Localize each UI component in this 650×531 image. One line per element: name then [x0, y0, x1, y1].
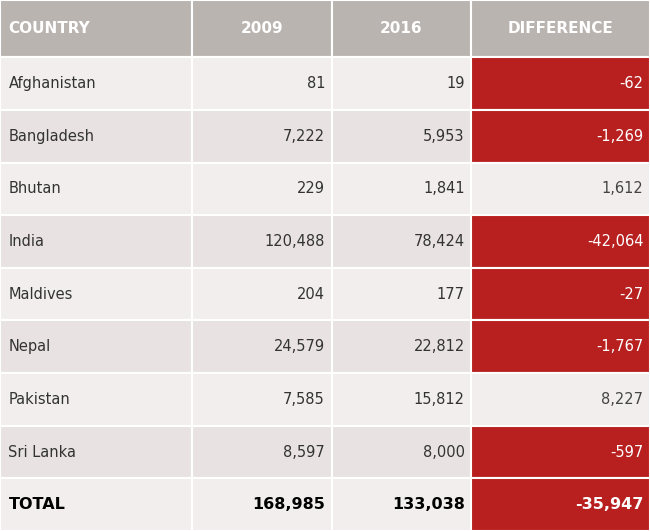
Text: COUNTRY: COUNTRY: [8, 21, 90, 36]
Text: 78,424: 78,424: [413, 234, 465, 249]
Bar: [192, 57, 332, 110]
Bar: [192, 110, 332, 162]
Text: -597: -597: [610, 444, 643, 459]
Text: 7,222: 7,222: [283, 129, 325, 144]
Bar: [471, 57, 650, 110]
Bar: [192, 215, 332, 268]
Bar: [192, 373, 332, 426]
Text: -27: -27: [619, 287, 644, 302]
Text: Bangladesh: Bangladesh: [8, 129, 94, 144]
Bar: [192, 478, 332, 531]
Bar: [471, 373, 650, 426]
Text: Pakistan: Pakistan: [8, 392, 70, 407]
Bar: [332, 215, 471, 268]
Bar: [0, 57, 192, 110]
Bar: [471, 110, 650, 162]
Bar: [192, 0, 332, 57]
Text: 8,227: 8,227: [601, 392, 644, 407]
Text: 120,488: 120,488: [265, 234, 325, 249]
Bar: [332, 57, 471, 110]
Text: 229: 229: [297, 182, 325, 196]
Text: Maldives: Maldives: [8, 287, 73, 302]
Bar: [192, 321, 332, 373]
Bar: [471, 478, 650, 531]
Text: -1,269: -1,269: [597, 129, 644, 144]
Text: -62: -62: [619, 76, 644, 91]
Bar: [192, 268, 332, 321]
Text: Sri Lanka: Sri Lanka: [8, 444, 77, 459]
Bar: [332, 110, 471, 162]
Text: 8,000: 8,000: [422, 444, 465, 459]
Text: DIFFERENCE: DIFFERENCE: [508, 21, 614, 36]
Bar: [332, 0, 471, 57]
Text: 5,953: 5,953: [423, 129, 465, 144]
Text: TOTAL: TOTAL: [8, 497, 65, 512]
Bar: [0, 478, 192, 531]
Text: 19: 19: [447, 76, 465, 91]
Bar: [192, 162, 332, 215]
Bar: [471, 268, 650, 321]
Bar: [471, 215, 650, 268]
Text: Afghanistan: Afghanistan: [8, 76, 96, 91]
Text: 15,812: 15,812: [414, 392, 465, 407]
Bar: [0, 373, 192, 426]
Bar: [332, 478, 471, 531]
Bar: [332, 426, 471, 478]
Bar: [0, 110, 192, 162]
Bar: [471, 321, 650, 373]
Text: 177: 177: [437, 287, 465, 302]
Text: Nepal: Nepal: [8, 339, 51, 354]
Bar: [332, 373, 471, 426]
Bar: [0, 215, 192, 268]
Text: 7,585: 7,585: [283, 392, 325, 407]
Bar: [0, 162, 192, 215]
Bar: [0, 268, 192, 321]
Bar: [0, 426, 192, 478]
Bar: [0, 0, 192, 57]
Text: 81: 81: [307, 76, 325, 91]
Text: -42,064: -42,064: [587, 234, 644, 249]
Bar: [332, 321, 471, 373]
Bar: [0, 321, 192, 373]
Text: 133,038: 133,038: [392, 497, 465, 512]
Bar: [471, 0, 650, 57]
Text: -1,767: -1,767: [596, 339, 644, 354]
Bar: [471, 162, 650, 215]
Text: 1,841: 1,841: [423, 182, 465, 196]
Text: 24,579: 24,579: [274, 339, 325, 354]
Text: 204: 204: [297, 287, 325, 302]
Bar: [332, 162, 471, 215]
Bar: [192, 426, 332, 478]
Text: 8,597: 8,597: [283, 444, 325, 459]
Text: 2009: 2009: [240, 21, 283, 36]
Text: India: India: [8, 234, 44, 249]
Text: Bhutan: Bhutan: [8, 182, 61, 196]
Bar: [471, 426, 650, 478]
Text: 1,612: 1,612: [602, 182, 644, 196]
Text: 168,985: 168,985: [252, 497, 325, 512]
Text: -35,947: -35,947: [575, 497, 644, 512]
Text: 2016: 2016: [380, 21, 423, 36]
Text: 22,812: 22,812: [413, 339, 465, 354]
Bar: [332, 268, 471, 321]
